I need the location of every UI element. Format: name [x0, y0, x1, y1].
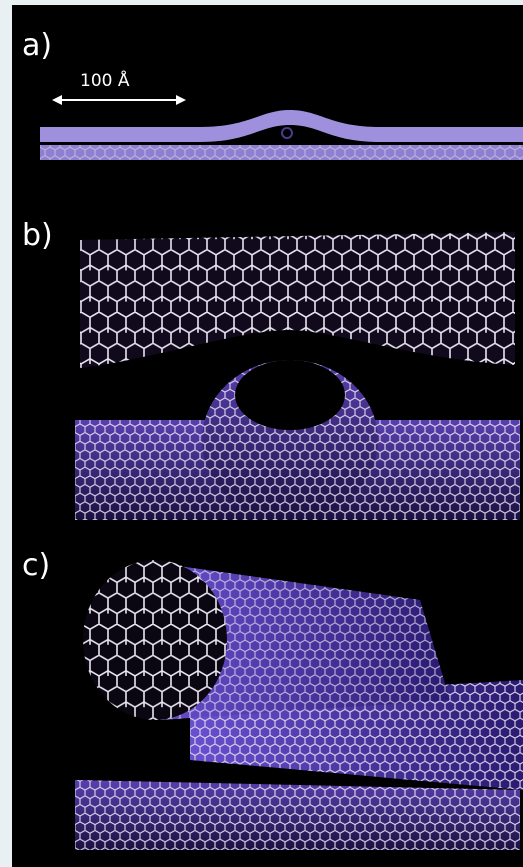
panel-label: b)	[22, 218, 53, 253]
panel-label: a)	[22, 28, 52, 63]
scale-bar-label: 100 Å	[80, 69, 130, 91]
tube-opening	[235, 360, 345, 430]
sheet-side-texture	[40, 145, 523, 160]
page: {"panels": [{"label": "a)", "scale_bar":…	[0, 0, 523, 867]
upper-tube-end-lattice	[83, 560, 227, 720]
panel-label: c)	[22, 548, 50, 583]
figure: a) 100 Å b) c)	[0, 0, 523, 867]
bottom-sheet-lattice	[75, 780, 520, 850]
